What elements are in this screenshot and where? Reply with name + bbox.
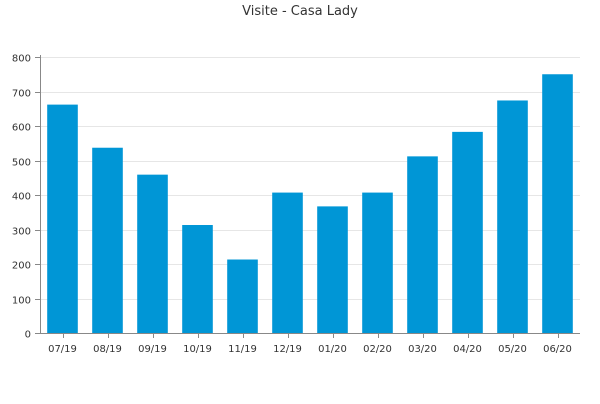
bar-09-19 [137, 174, 168, 333]
bar-12-19 [272, 192, 303, 333]
bar-04-20 [452, 131, 483, 333]
y-tick-label: 200 [12, 261, 31, 272]
bar-01-20 [317, 206, 348, 333]
y-tick-label: 0 [25, 330, 31, 341]
tick-labels: 0 100 200 300 400 500 600 700 800 07/19 08/19 09/19… [12, 54, 572, 356]
y-tick-label: 800 [12, 54, 31, 65]
x-tick-label: 11/19 [228, 344, 257, 355]
x-tick-label: 10/19 [183, 344, 212, 355]
x-tick-label: 06/20 [543, 344, 572, 355]
x-tick-label: 01/20 [318, 344, 347, 355]
bar-11-19 [227, 259, 258, 333]
y-tick-label: 500 [12, 158, 31, 169]
bar-02-20 [362, 192, 393, 333]
bar-03-20 [407, 156, 438, 333]
x-tick-label: 12/19 [273, 344, 302, 355]
axes [35, 55, 580, 338]
x-tick-label: 09/19 [138, 344, 167, 355]
x-tick-label: 05/20 [498, 344, 527, 355]
bar-07-19 [47, 104, 78, 333]
x-tick-label: 02/20 [363, 344, 392, 355]
bar-05-20 [497, 100, 528, 333]
bar-08-19 [92, 147, 123, 333]
chart-title: Visite - Casa Lady [242, 4, 358, 19]
bar-06-20 [542, 74, 573, 333]
grid-lines [40, 57, 580, 300]
y-tick-label: 300 [12, 227, 31, 238]
x-tick-label: 08/19 [93, 344, 122, 355]
x-tick-label: 07/19 [48, 344, 77, 355]
bar-10-19 [182, 225, 213, 333]
y-tick-label: 700 [12, 89, 31, 100]
x-tick-label: 04/20 [453, 344, 482, 355]
x-tick-label: 03/20 [408, 344, 437, 355]
y-tick-label: 400 [12, 192, 31, 203]
y-tick-label: 100 [12, 296, 31, 307]
y-tick-label: 600 [12, 123, 31, 134]
bars [47, 74, 573, 333]
